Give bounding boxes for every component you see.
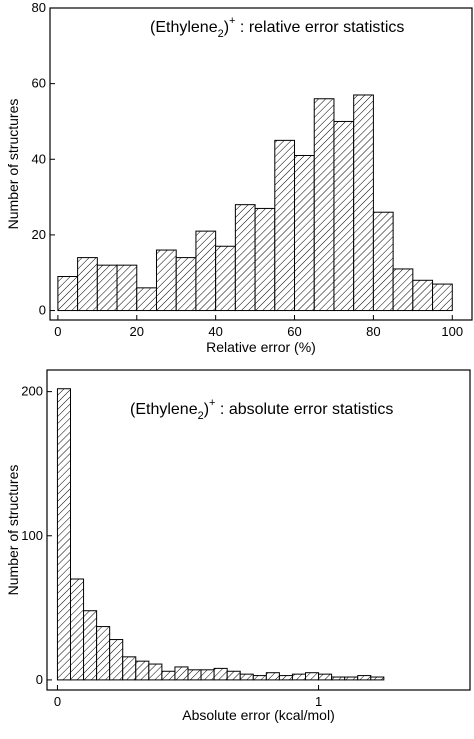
bar: [412, 279, 434, 312]
bar: [135, 660, 150, 681]
title-part: ): [204, 401, 209, 418]
y-tick-label: 60: [32, 76, 46, 91]
bar: [333, 120, 355, 312]
bar: [274, 139, 296, 312]
bar: [136, 287, 157, 312]
title-part: : relative error statistics: [235, 19, 404, 36]
x-axis-label: Absolute error (kcal/mol): [182, 707, 335, 723]
title-part: +: [229, 15, 235, 27]
bar: [331, 676, 346, 681]
bar: [96, 264, 118, 312]
bar: [57, 276, 79, 312]
bar: [213, 667, 228, 681]
bar: [226, 670, 241, 681]
bar: [175, 257, 197, 312]
title-part: (Ethylene: [150, 19, 218, 36]
title-part: ): [224, 19, 229, 36]
bar: [278, 675, 293, 681]
y-tick-label: 80: [32, 0, 46, 15]
bar: [161, 670, 176, 681]
bar: [77, 257, 98, 312]
y-tick-label: 100: [21, 528, 43, 543]
title-part: +: [209, 397, 215, 409]
bar: [56, 388, 71, 681]
bar: [392, 268, 414, 312]
x-tick-label: 0: [54, 324, 61, 339]
bar: [187, 669, 202, 681]
bar: [122, 656, 137, 681]
title-part: 2: [198, 410, 204, 422]
bar: [313, 98, 335, 312]
y-axis-label: Number of structures: [5, 465, 21, 596]
bar: [109, 639, 124, 681]
bar: [96, 626, 111, 681]
y-tick-label: 20: [32, 227, 46, 242]
plot-frame: [49, 7, 473, 321]
x-tick-label: 0: [54, 694, 61, 709]
title-part: (Ethylene: [130, 401, 198, 418]
bar: [174, 666, 189, 681]
bar: [305, 672, 320, 681]
bar: [148, 663, 163, 681]
x-tick-label: 60: [287, 324, 301, 339]
bar: [215, 245, 236, 312]
x-tick-label: 40: [208, 324, 222, 339]
bar: [318, 673, 333, 681]
y-tick-label: 200: [21, 384, 43, 399]
title-part: 2: [218, 28, 224, 40]
y-axis-label: Number of structures: [5, 99, 21, 230]
y-tick-label: 0: [39, 303, 46, 318]
chart-title: (Ethylene2)+ : absolute error statistics: [130, 397, 393, 422]
bar: [357, 675, 372, 681]
bar: [116, 264, 138, 312]
x-tick-label: 80: [366, 324, 380, 339]
y-tick-label: 40: [32, 151, 46, 166]
bar: [252, 675, 267, 681]
bar: [155, 249, 177, 312]
bar: [291, 673, 307, 681]
bar: [370, 676, 385, 681]
bar: [70, 578, 85, 681]
bar: [353, 94, 374, 312]
bar: [200, 669, 215, 681]
bar: [432, 283, 453, 312]
bar: [234, 204, 256, 312]
bar: [372, 211, 394, 312]
bar: [254, 207, 276, 312]
x-tick-label: 20: [130, 324, 144, 339]
bar: [239, 673, 254, 681]
bar: [83, 610, 98, 681]
x-tick-label: 100: [441, 324, 463, 339]
bar: [265, 672, 280, 681]
plot-frame: [46, 369, 471, 691]
bar: [195, 230, 217, 312]
bar: [344, 676, 359, 681]
x-axis-label: Relative error (%): [206, 339, 316, 355]
x-tick-label: 1: [315, 694, 322, 709]
title-part: : absolute error statistics: [215, 401, 393, 418]
y-tick-label: 0: [36, 672, 43, 687]
chart-title: (Ethylene2)+ : relative error statistics: [150, 15, 404, 40]
bar: [294, 154, 315, 312]
